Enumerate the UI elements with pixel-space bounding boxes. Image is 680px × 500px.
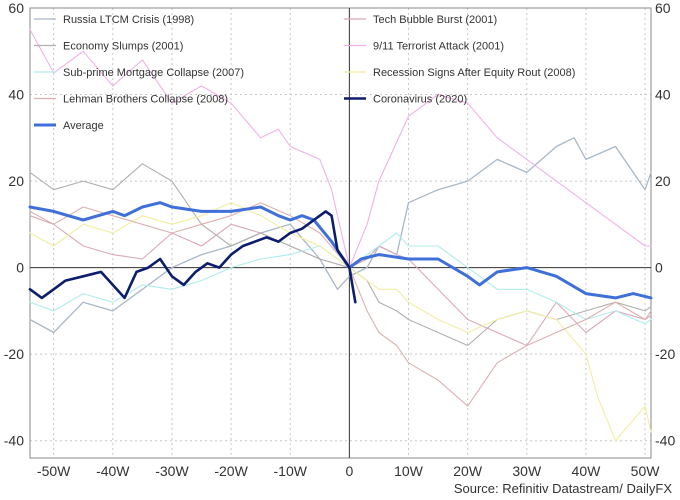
- legend: Russia LTCM Crisis (1998) Economy Slumps …: [34, 14, 575, 132]
- legend-item: 9/11 Terrorist Attack (2001): [344, 41, 504, 53]
- legend-label: Average: [63, 120, 104, 132]
- legend-label: Lehman Brothers Collapse (2008): [63, 94, 228, 106]
- series-line-lehman-brothers-collapse-2008: [29, 202, 652, 407]
- x-tick-label: -40W: [96, 463, 130, 479]
- legend-label: Recession Signs After Equity Rout (2008): [373, 67, 575, 79]
- source-note: Source: Refinitiv Datastream/ DailyFX: [454, 481, 673, 496]
- series-line-average: [28, 201, 653, 300]
- x-tick-label: 30W: [512, 463, 542, 479]
- legend-label: Coronavirus (2020): [373, 94, 467, 106]
- legend-label: Tech Bubble Burst (2001): [373, 14, 497, 26]
- x-tick-label: 20W: [453, 463, 483, 479]
- y-tick-label-right: 60: [655, 0, 671, 16]
- legend-item: Tech Bubble Burst (2001): [344, 14, 497, 26]
- series-line-coronavirus-2020: [28, 210, 357, 304]
- legend-label: 9/11 Terrorist Attack (2001): [373, 41, 504, 53]
- legend-item: Coronavirus (2020): [344, 94, 467, 106]
- series-line-russia-ltcm-crisis-1998: [29, 137, 652, 334]
- legend-item: Recession Signs After Equity Rout (2008): [344, 67, 575, 79]
- tick-labels: 60 60 40 40 20 20 0 0 -20 -20 -40 -40 -50W -40W -30W -2…: [4, 0, 676, 479]
- series-line-recession-signs-after-equity-rout-2008: [29, 202, 652, 442]
- y-tick-label-left: 0: [16, 260, 24, 276]
- x-tick-label: -10W: [274, 463, 308, 479]
- grid-lines: [30, 7, 651, 458]
- y-tick-label-right: 40: [655, 87, 671, 103]
- y-tick-label-left: -40: [4, 433, 24, 449]
- series-lines: [28, 29, 653, 442]
- y-tick-label-left: -20: [4, 346, 24, 362]
- legend-item: Economy Slumps (2001): [34, 41, 183, 53]
- y-tick-label-left: 20: [8, 173, 24, 189]
- x-tick-label: -20W: [214, 463, 248, 479]
- x-tick-label: 0: [345, 463, 353, 479]
- y-tick-label-left: 40: [8, 87, 24, 103]
- legend-item: Lehman Brothers Collapse (2008): [34, 94, 228, 106]
- x-tick-label: -50W: [37, 463, 71, 479]
- legend-label: Sub-prime Mortgage Collapse (2007): [63, 67, 244, 79]
- x-tick-label: 50W: [631, 463, 661, 479]
- y-tick-label-right: -20: [655, 346, 675, 362]
- legend-item: Russia LTCM Crisis (1998): [34, 14, 194, 26]
- y-tick-label-right: 0: [655, 260, 663, 276]
- y-tick-label-right: -40: [655, 433, 675, 449]
- x-tick-label: 40W: [572, 463, 602, 479]
- x-tick-label: -30W: [155, 463, 189, 479]
- x-tick-label: 10W: [394, 463, 424, 479]
- legend-label: Russia LTCM Crisis (1998): [63, 14, 194, 26]
- y-tick-label-left: 60: [8, 0, 24, 16]
- series-line-tech-bubble-burst-2001: [29, 215, 652, 347]
- legend-item: Average: [34, 120, 104, 132]
- legend-item: Sub-prime Mortgage Collapse (2007): [34, 67, 244, 79]
- legend-label: Economy Slumps (2001): [63, 41, 183, 53]
- series-line-sub-prime-mortgage-collapse-2007: [29, 232, 652, 325]
- y-tick-label-right: 20: [655, 173, 671, 189]
- series-line-9-11-terrorist-attack-2001: [29, 29, 652, 269]
